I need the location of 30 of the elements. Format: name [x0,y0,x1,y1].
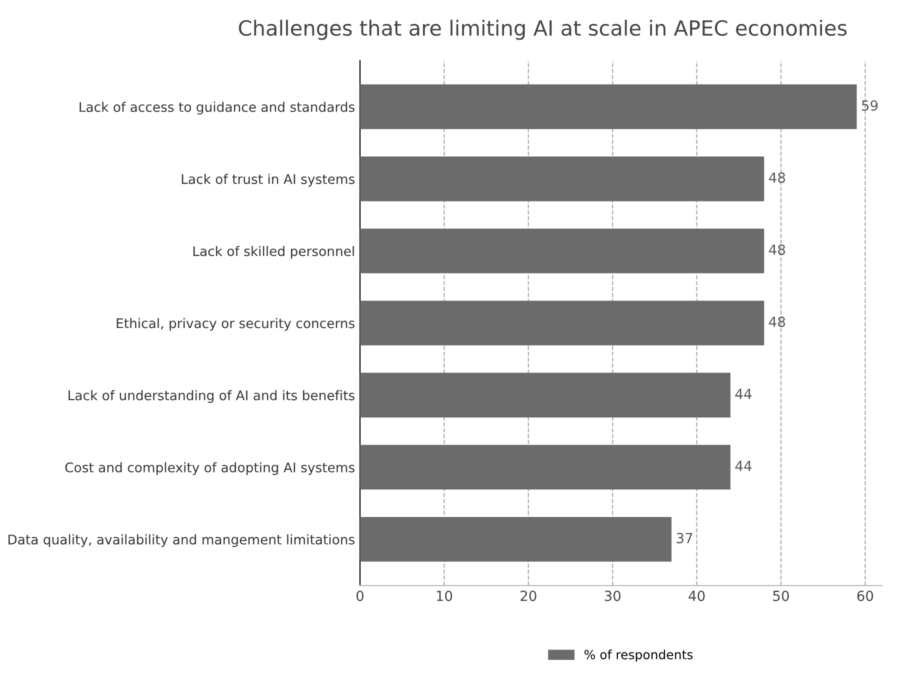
bar [360,516,672,562]
data-label: 44 [735,460,752,472]
bar [360,372,730,418]
y-tick-label: Lack of understanding of AI and its benefits [68,390,354,403]
data-label: 48 [768,316,786,328]
y-tick-label: Ethical, privacy or security concerns [116,318,354,331]
bar [360,156,764,202]
x-tick-label: 60 [857,590,874,602]
bar [360,444,730,490]
legend-label: % of respondents [584,650,693,662]
bar [360,84,857,130]
bar [360,300,764,346]
data-label: 59 [862,100,878,111]
y-tick-label: Lack of skilled personnel [193,246,354,259]
x-tick-label: 50 [773,590,789,602]
chart-title: Challenges that are limiting AI at scale in APEC economies [238,20,847,40]
y-tick-label: Lack of trust in AI systems [182,174,354,187]
x-tick-label: 10 [436,590,452,602]
y-tick-label: Cost and complexity of adopting AI systems [65,462,354,475]
y-tick-label: Data quality, availability and mangement limitations [8,534,354,548]
y-tick-label: Lack of access to guidance and standards [80,102,354,115]
data-label: 44 [735,388,752,399]
x-tick-label: 30 [604,590,620,602]
data-label: 48 [768,172,786,183]
data-label: 37 [676,532,692,544]
x-tick-label: 40 [688,590,705,602]
data-label: 48 [768,244,786,255]
bar [360,228,764,274]
x-tick-label: 0 [356,590,364,602]
x-tick-label: 20 [520,590,536,602]
